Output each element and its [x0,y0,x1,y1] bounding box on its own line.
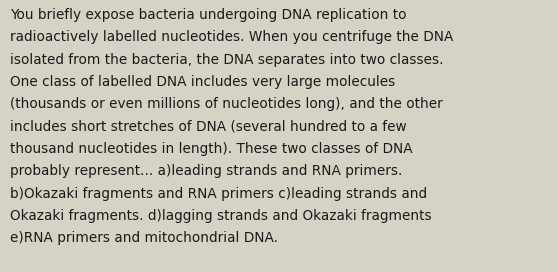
Text: You briefly expose bacteria undergoing DNA replication to: You briefly expose bacteria undergoing D… [10,8,407,22]
Text: thousand nucleotides in length). These two classes of DNA: thousand nucleotides in length). These t… [10,142,413,156]
Text: radioactively labelled nucleotides. When you centrifuge the DNA: radioactively labelled nucleotides. When… [10,30,454,44]
Text: isolated from the bacteria, the DNA separates into two classes.: isolated from the bacteria, the DNA sepa… [10,53,444,67]
Text: e)RNA primers and mitochondrial DNA.: e)RNA primers and mitochondrial DNA. [10,231,278,245]
Text: probably represent... a)leading strands and RNA primers.: probably represent... a)leading strands … [10,164,402,178]
Text: (thousands or even millions of nucleotides long), and the other: (thousands or even millions of nucleotid… [10,97,443,111]
Text: Okazaki fragments. d)lagging strands and Okazaki fragments: Okazaki fragments. d)lagging strands and… [10,209,432,223]
Text: includes short stretches of DNA (several hundred to a few: includes short stretches of DNA (several… [10,120,407,134]
Text: One class of labelled DNA includes very large molecules: One class of labelled DNA includes very … [10,75,395,89]
Text: b)Okazaki fragments and RNA primers c)leading strands and: b)Okazaki fragments and RNA primers c)le… [10,187,427,200]
